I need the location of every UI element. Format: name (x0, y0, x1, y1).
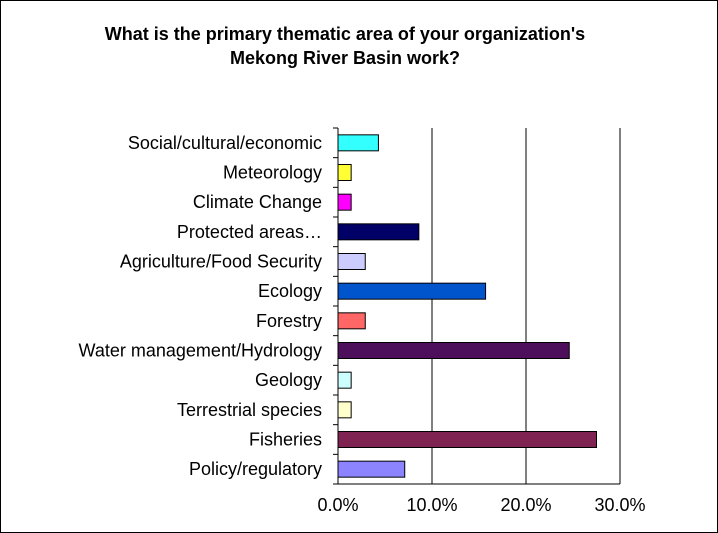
gridlines (431, 128, 621, 484)
x-tick-label: 10.0% (406, 495, 457, 515)
bar (337, 282, 487, 300)
tick-labels: 0.0% 10.0% 20.0% 30.0% (317, 495, 645, 515)
category-label: Agriculture/Food Security (120, 252, 322, 272)
x-tick-label: 0.0% (317, 495, 358, 515)
bar (337, 460, 406, 478)
bar (337, 371, 352, 389)
chart-title-line2: Mekong River Basin work? (229, 48, 461, 68)
bar (337, 193, 352, 211)
chart-title-line1: What is the primary thematic area of you… (104, 24, 586, 44)
category-labels: Social/cultural/economic Meteorology Clima… (79, 133, 322, 479)
x-tick-label: 30.0% (594, 495, 645, 515)
bar (337, 223, 420, 241)
category-label: Policy/regulatory (189, 459, 322, 479)
category-label: Meteorology (223, 163, 322, 183)
category-label: Ecology (258, 281, 322, 301)
bars (337, 134, 597, 478)
bar (337, 431, 597, 448)
bar (337, 134, 379, 152)
category-label: Water management/Hydrology (79, 341, 322, 361)
category-label: Forestry (256, 311, 322, 331)
category-label: Social/cultural/economic (128, 133, 322, 153)
bar (337, 253, 366, 270)
axes (333, 127, 620, 485)
x-tick-label: 20.0% (500, 495, 551, 515)
category-label: Fisheries (249, 430, 322, 450)
chart-title: What is the primary thematic area of you… (60, 22, 630, 70)
bar (337, 342, 570, 359)
bar (337, 401, 352, 419)
category-label: Geology (255, 370, 322, 390)
category-label: Protected areas… (177, 222, 322, 242)
category-label: Terrestrial species (177, 400, 322, 420)
category-label: Climate Change (193, 192, 322, 212)
bar (337, 312, 366, 330)
bar (337, 164, 352, 181)
